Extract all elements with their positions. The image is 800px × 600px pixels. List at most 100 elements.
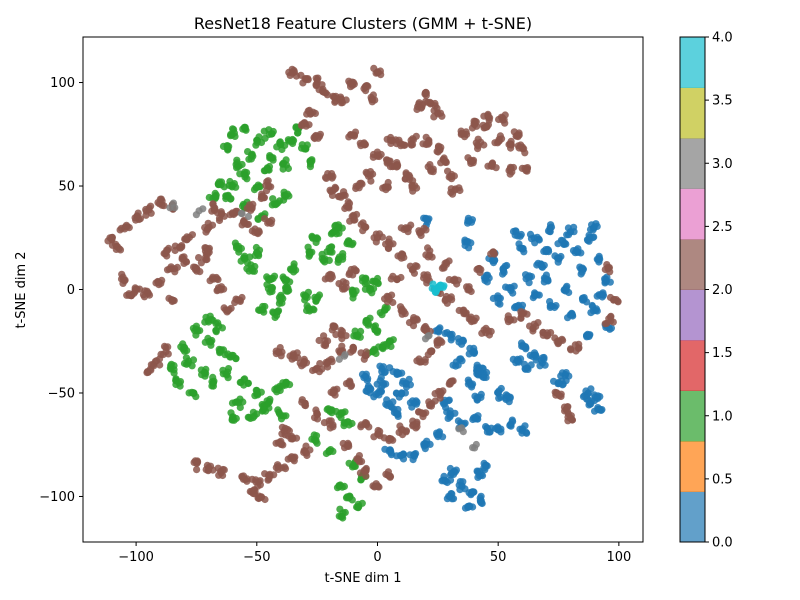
data-point: [420, 324, 429, 332]
data-point: [250, 186, 259, 194]
cluster-2-series: [104, 64, 622, 504]
data-point: [301, 401, 309, 409]
data-point: [595, 405, 604, 413]
data-point: [112, 240, 120, 248]
data-point: [375, 391, 383, 399]
x-tick-label: −50: [243, 550, 270, 565]
data-point: [422, 133, 430, 141]
data-point: [252, 476, 260, 484]
data-point: [421, 356, 429, 364]
data-point: [361, 223, 369, 231]
data-point: [224, 365, 233, 373]
colorbar-tick-label: 2.0: [712, 283, 733, 298]
data-point: [202, 228, 210, 236]
data-point: [501, 262, 509, 270]
y-tick-label: −50: [48, 386, 75, 401]
data-point: [546, 302, 554, 310]
colorbar-band: [680, 441, 705, 492]
data-point: [261, 495, 269, 504]
data-point: [108, 234, 116, 242]
data-point: [355, 452, 363, 460]
data-point: [587, 309, 595, 317]
data-point: [438, 477, 446, 485]
data-point: [376, 362, 384, 370]
data-point: [374, 327, 382, 335]
data-point: [509, 227, 518, 236]
data-point: [309, 305, 317, 313]
data-point: [490, 257, 499, 265]
chart-title: ResNet18 Feature Clusters (GMM + t-SNE): [194, 14, 532, 33]
data-point: [369, 153, 377, 161]
data-point: [393, 163, 401, 171]
data-point: [288, 135, 297, 144]
data-point: [377, 71, 385, 79]
data-point: [160, 202, 168, 210]
data-point: [339, 255, 347, 263]
data-point: [436, 394, 444, 402]
data-point: [554, 378, 563, 387]
data-point: [429, 165, 437, 173]
data-point: [477, 497, 485, 505]
data-point: [310, 431, 318, 439]
data-point: [521, 164, 529, 172]
data-point: [215, 216, 224, 225]
data-point: [431, 390, 439, 398]
data-point: [152, 357, 161, 365]
data-point: [345, 379, 353, 387]
data-point: [217, 467, 225, 475]
data-point: [477, 390, 485, 398]
data-point: [361, 372, 369, 381]
data-point: [544, 277, 552, 285]
data-point: [225, 142, 233, 150]
data-point: [302, 122, 310, 130]
data-point: [282, 412, 290, 420]
data-point: [413, 420, 421, 428]
data-point: [447, 471, 455, 479]
data-point: [465, 286, 473, 294]
data-point: [577, 270, 585, 278]
data-point: [527, 361, 535, 369]
data-point: [308, 248, 316, 256]
data-point: [313, 439, 321, 447]
data-point: [205, 244, 213, 252]
data-point: [431, 288, 439, 296]
y-tick-label: 100: [50, 76, 75, 91]
data-point: [602, 275, 610, 283]
data-point: [257, 194, 265, 203]
data-point: [521, 422, 529, 430]
data-point: [289, 434, 297, 442]
data-point: [337, 93, 345, 101]
data-point: [188, 231, 196, 239]
data-point: [272, 347, 280, 355]
data-point: [331, 391, 339, 399]
data-point: [393, 370, 401, 378]
data-point: [325, 256, 333, 264]
data-point: [370, 433, 378, 441]
data-point: [394, 410, 402, 418]
data-point: [315, 336, 323, 345]
data-point: [416, 229, 424, 237]
data-point: [367, 177, 375, 185]
data-point: [484, 327, 492, 335]
data-point: [337, 513, 345, 521]
data-point: [119, 273, 127, 281]
data-point: [483, 368, 491, 377]
data-point: [271, 313, 279, 322]
data-point: [369, 170, 377, 178]
data-point: [342, 494, 351, 502]
data-point: [455, 338, 463, 346]
data-point: [194, 458, 202, 466]
data-point: [238, 210, 246, 218]
data-point: [300, 358, 308, 366]
data-point: [436, 109, 445, 117]
data-point: [328, 243, 336, 251]
data-point: [348, 496, 356, 504]
data-point: [494, 388, 502, 397]
data-point: [490, 250, 498, 258]
data-point: [320, 88, 328, 96]
data-point: [435, 325, 443, 333]
data-point: [232, 414, 240, 423]
data-point: [282, 276, 290, 284]
data-point: [276, 439, 284, 447]
data-point: [201, 318, 209, 326]
